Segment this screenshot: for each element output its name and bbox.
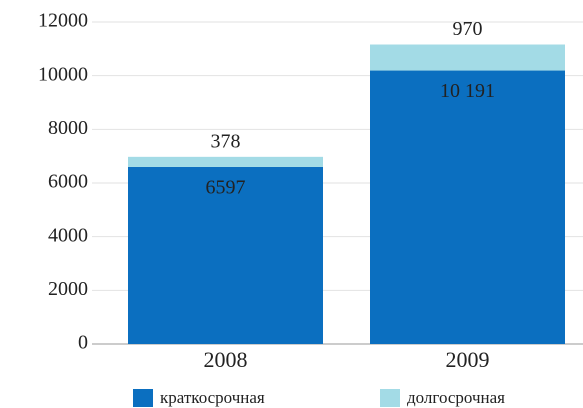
y-tick-label: 12000: [38, 10, 88, 32]
bar-segment: [128, 156, 323, 167]
value-label: 10 191: [440, 80, 495, 102]
legend-label: краткосрочная: [160, 388, 265, 407]
y-tick-label: 6000: [48, 171, 88, 193]
legend-swatch: [133, 389, 153, 407]
y-tick-label: 10000: [38, 63, 88, 85]
bar-segment: [370, 44, 565, 71]
bar-segment: [370, 70, 565, 344]
y-tick-label: 4000: [48, 224, 88, 246]
legend-swatch: [380, 389, 400, 407]
y-tick-label: 2000: [48, 278, 88, 300]
value-label: 6597: [206, 177, 246, 199]
y-tick-label: 0: [78, 332, 88, 354]
x-tick-label: 2008: [204, 347, 248, 372]
bar-segment: [128, 166, 323, 344]
y-tick-label: 8000: [48, 117, 88, 139]
value-label: 378: [211, 130, 241, 152]
legend-label: долгосрочная: [407, 388, 505, 407]
value-label: 970: [453, 18, 483, 40]
x-tick-label: 2009: [446, 347, 490, 372]
